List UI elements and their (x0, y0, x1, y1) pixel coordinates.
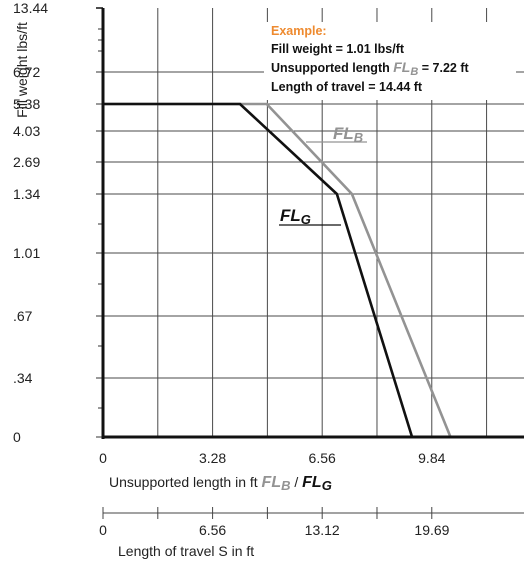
y-tick-label: 1.34 (13, 186, 40, 202)
x-tick-label: 3.28 (199, 450, 226, 466)
series-lines (103, 102, 452, 438)
secondary-axis-ticks (102, 507, 433, 519)
y-tick-label: .34 (13, 370, 33, 386)
secondary-tick-label: 13.12 (305, 522, 340, 538)
series-line-flg (103, 102, 414, 438)
y-tick-label: 6.72 (13, 64, 40, 80)
svg-text:Unsupported length FLB = 7.22: Unsupported length FLB = 7.22 ft (271, 59, 469, 78)
svg-text:Example:: Example: (271, 24, 327, 38)
svg-text:FLB: FLB (333, 124, 363, 145)
axes (96, 7, 524, 439)
x-tick-label: 9.84 (418, 450, 445, 466)
x-tick-label: 6.56 (309, 450, 336, 466)
svg-text:Fill weight = 1.01 lbs/ft: Fill weight = 1.01 lbs/ft (271, 42, 405, 56)
y-tick-label: 13.44 (13, 0, 48, 16)
y-tick-labels: 13.44 6.72 5.38 4.03 2.69 1.34 1.01 .67 .34 0 (13, 0, 48, 445)
y-tick-label: 4.03 (13, 123, 40, 139)
example-annotation: Example: Fill weight = 1.01 lbs/ft Unsup… (264, 22, 516, 100)
svg-text:FLG: FLG (280, 206, 311, 227)
series-line-flb (103, 102, 452, 438)
secondary-tick-label: 0 (99, 522, 107, 538)
curve-label-flb: FLB (306, 124, 367, 145)
y-axis-title: Fill weight lbs/ft (14, 22, 30, 118)
y-tick-label: 2.69 (13, 154, 40, 170)
x-tick-label: 0 (99, 450, 107, 466)
x-tick-labels: 0 3.28 6.56 9.84 (99, 450, 446, 466)
y-tick-label: 0 (13, 429, 21, 445)
curve-label-flg: FLG (279, 206, 341, 227)
secondary-tick-label: 6.56 (199, 522, 226, 538)
secondary-axis-title: Length of travel S in ft (118, 543, 254, 559)
secondary-tick-label: 19.69 (414, 522, 449, 538)
svg-text:Length of travel = 14.44 ft: Length of travel = 14.44 ft (271, 80, 423, 94)
y-tick-label: .67 (13, 308, 33, 324)
secondary-axis: 0 6.56 13.12 19.69 Length of travel S in ft (99, 507, 524, 559)
x-axis-title: Unsupported length in ft FLB / FLG (109, 474, 332, 493)
y-tick-label: 1.01 (13, 245, 40, 261)
y-tick-label: 5.38 (13, 96, 40, 112)
secondary-axis-tick-labels: 0 6.56 13.12 19.69 (99, 522, 450, 538)
